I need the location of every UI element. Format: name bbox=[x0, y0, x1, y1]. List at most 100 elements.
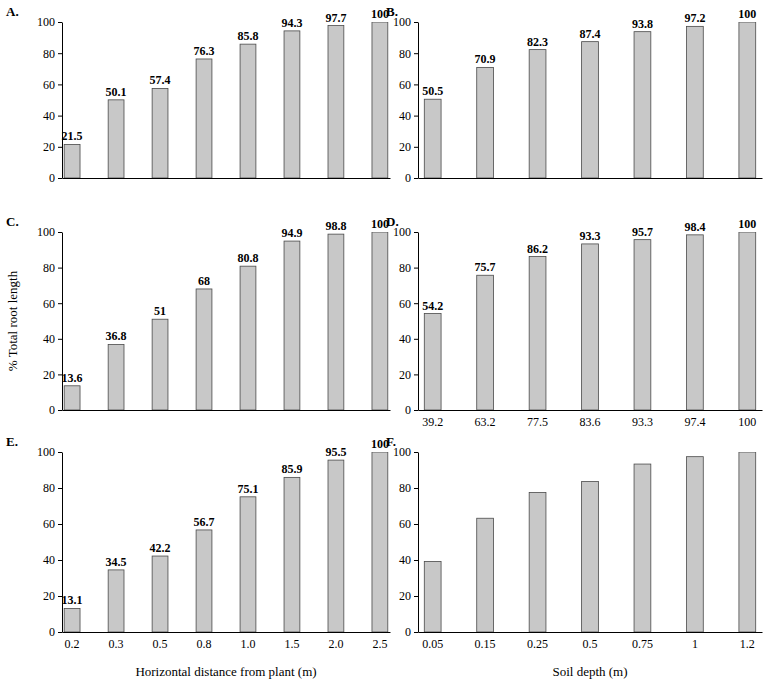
x-tick: 2.5 bbox=[372, 637, 387, 651]
y-tick-mark bbox=[414, 410, 418, 411]
y-tick-mark bbox=[58, 116, 62, 117]
bar bbox=[152, 319, 168, 410]
bar bbox=[634, 32, 651, 178]
y-tick-label: 100 bbox=[37, 15, 55, 29]
x-tick: 0.3 bbox=[109, 637, 124, 651]
bars bbox=[424, 452, 755, 632]
x-tick-label: 0.2 bbox=[65, 637, 80, 651]
bars bbox=[64, 22, 388, 178]
y-tick: 100 bbox=[393, 445, 418, 459]
x-tick: 77.5 bbox=[527, 415, 548, 429]
data-label: 50.5 bbox=[422, 84, 443, 98]
x-axis-title: Soil depth (m) bbox=[552, 664, 627, 679]
bar bbox=[240, 44, 256, 178]
y-tick-mark bbox=[414, 53, 418, 54]
y-tick-mark bbox=[414, 84, 418, 85]
x-axis: 39.263.277.583.693.397.4100 bbox=[419, 411, 763, 429]
bar bbox=[196, 59, 212, 178]
data-label: 98.8 bbox=[325, 219, 346, 233]
data-label: 85.9 bbox=[281, 462, 302, 476]
data-label: 75.1 bbox=[237, 482, 258, 496]
bar bbox=[284, 31, 300, 178]
y-axis-title: % Total root length bbox=[5, 270, 20, 371]
bar bbox=[582, 482, 599, 632]
x-tick: 39.2 bbox=[422, 415, 443, 429]
x-tick-label: 0.05 bbox=[422, 637, 443, 651]
data-label: 95.5 bbox=[325, 445, 346, 459]
x-tick: 0.2 bbox=[65, 637, 80, 651]
y-tick: 80 bbox=[43, 47, 62, 61]
y-axis: 020406080100 bbox=[37, 15, 63, 185]
x-tick-label: 0.25 bbox=[527, 637, 548, 651]
y-tick: 20 bbox=[43, 589, 62, 603]
panel: 02040608010050.570.982.387.493.897.2100B… bbox=[386, 4, 763, 185]
bar bbox=[372, 232, 388, 410]
y-tick-label: 80 bbox=[43, 261, 55, 275]
y-tick: 80 bbox=[43, 481, 62, 495]
y-axis: 020406080100 bbox=[37, 445, 63, 639]
panel: 0204060801000.050.150.250.50.7511.2F.Soi… bbox=[386, 434, 763, 679]
bar bbox=[372, 22, 388, 178]
y-tick-label: 40 bbox=[43, 109, 55, 123]
data-labels: 21.550.157.476.385.894.397.7100 bbox=[62, 7, 389, 143]
bar bbox=[108, 570, 124, 632]
y-tick: 0 bbox=[49, 625, 62, 639]
data-label: 56.7 bbox=[194, 515, 215, 529]
bar bbox=[372, 452, 388, 632]
y-tick-label: 60 bbox=[43, 297, 55, 311]
y-axis: 020406080100 bbox=[393, 15, 419, 185]
x-tick: 0.15 bbox=[475, 637, 496, 651]
x-axis-line bbox=[419, 178, 763, 179]
x-tick-label: 0.8 bbox=[197, 637, 212, 651]
panel-title: B. bbox=[386, 4, 398, 19]
data-label: 42.2 bbox=[150, 541, 171, 555]
figure: 02040608010021.550.157.476.385.894.397.7… bbox=[0, 0, 766, 686]
bar bbox=[477, 518, 494, 632]
x-tick-label: 2.0 bbox=[328, 637, 343, 651]
bar bbox=[424, 99, 441, 178]
data-label: 98.4 bbox=[684, 220, 705, 234]
y-tick: 20 bbox=[399, 589, 418, 603]
bars bbox=[64, 452, 388, 632]
y-tick-mark bbox=[414, 596, 418, 597]
bar bbox=[196, 289, 212, 410]
x-axis: 0.050.150.250.50.7511.2 bbox=[419, 633, 763, 651]
y-tick-mark bbox=[58, 178, 62, 179]
x-tick-label: 63.2 bbox=[475, 415, 496, 429]
data-label: 13.1 bbox=[62, 593, 83, 607]
y-tick-mark bbox=[414, 374, 418, 375]
y-tick: 80 bbox=[43, 261, 62, 275]
bar bbox=[686, 26, 703, 178]
x-tick-label: 2.5 bbox=[372, 637, 387, 651]
y-tick-label: 0 bbox=[49, 403, 55, 417]
bar bbox=[64, 386, 80, 410]
x-tick-label: 83.6 bbox=[580, 415, 601, 429]
data-label: 97.2 bbox=[684, 11, 705, 25]
data-label: 51 bbox=[154, 304, 166, 318]
bar bbox=[477, 275, 494, 410]
y-axis-line bbox=[62, 23, 63, 179]
y-tick: 0 bbox=[49, 171, 62, 185]
x-tick-label: 39.2 bbox=[422, 415, 443, 429]
bar bbox=[529, 50, 546, 178]
data-label: 86.2 bbox=[527, 242, 548, 256]
bars bbox=[424, 22, 755, 178]
y-tick-mark bbox=[414, 303, 418, 304]
x-tick: 2.0 bbox=[328, 637, 343, 651]
bar bbox=[424, 314, 441, 410]
y-tick-mark bbox=[414, 178, 418, 179]
y-tick-label: 20 bbox=[399, 589, 411, 603]
x-tick: 1 bbox=[692, 637, 698, 651]
bar bbox=[108, 344, 124, 410]
y-tick: 0 bbox=[405, 403, 418, 417]
data-label: 82.3 bbox=[527, 35, 548, 49]
x-tick-label: 0.5 bbox=[583, 637, 598, 651]
y-tick-mark bbox=[414, 232, 418, 233]
bar bbox=[196, 530, 212, 632]
x-tick-label: 1.0 bbox=[240, 637, 255, 651]
panel-title: A. bbox=[6, 4, 19, 19]
data-label: 93.3 bbox=[580, 229, 601, 243]
y-tick-label: 40 bbox=[399, 553, 411, 567]
data-label: 80.8 bbox=[237, 251, 258, 265]
data-labels: 13.636.8516880.894.998.8100 bbox=[62, 217, 389, 385]
